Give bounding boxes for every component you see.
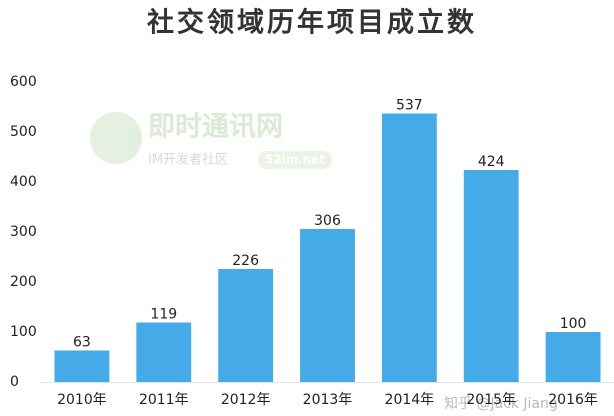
bar xyxy=(218,269,274,382)
watermark-text: IM开发者社区 xyxy=(148,152,228,168)
value-label: 119 xyxy=(150,307,177,323)
x-tick-label: 2011年 xyxy=(139,392,189,408)
y-tick-label: 0 xyxy=(10,374,19,390)
value-label: 306 xyxy=(314,213,341,229)
x-tick-label: 2014年 xyxy=(385,392,435,408)
x-tick-label: 2016年 xyxy=(548,392,598,408)
bar xyxy=(54,350,110,382)
value-label: 424 xyxy=(478,154,505,170)
y-tick-label: 500 xyxy=(10,124,37,140)
value-label: 100 xyxy=(560,316,587,332)
y-tick-label: 200 xyxy=(10,274,37,290)
x-tick-label: 2012年 xyxy=(221,392,271,408)
x-tick-label: 2010年 xyxy=(57,392,107,408)
bar xyxy=(300,229,355,382)
bar xyxy=(545,332,601,382)
value-label: 63 xyxy=(73,335,91,351)
watermark-logo xyxy=(90,112,142,164)
bar xyxy=(381,113,437,382)
watermark: 即时通讯网 IM开发者社区 52im.net xyxy=(90,112,332,169)
watermark-text: 52im.net xyxy=(265,153,326,167)
y-tick-label: 300 xyxy=(10,224,37,240)
y-tick-label: 400 xyxy=(10,174,37,190)
watermark-badge xyxy=(258,151,332,169)
y-tick-label: 100 xyxy=(10,324,37,340)
value-label: 226 xyxy=(232,253,259,269)
watermark-text: 知乎 @Jack Jiang xyxy=(444,395,558,412)
bar xyxy=(463,170,519,382)
x-tick-label: 2015年 xyxy=(466,392,516,408)
value-label: 537 xyxy=(396,98,423,114)
bar xyxy=(136,322,192,382)
y-tick-label: 600 xyxy=(10,74,37,90)
watermark-text: 即时通讯网 xyxy=(148,112,283,143)
chart-title: 社交领域历年项目成立数 xyxy=(147,7,477,39)
x-tick-label: 2013年 xyxy=(303,392,353,408)
